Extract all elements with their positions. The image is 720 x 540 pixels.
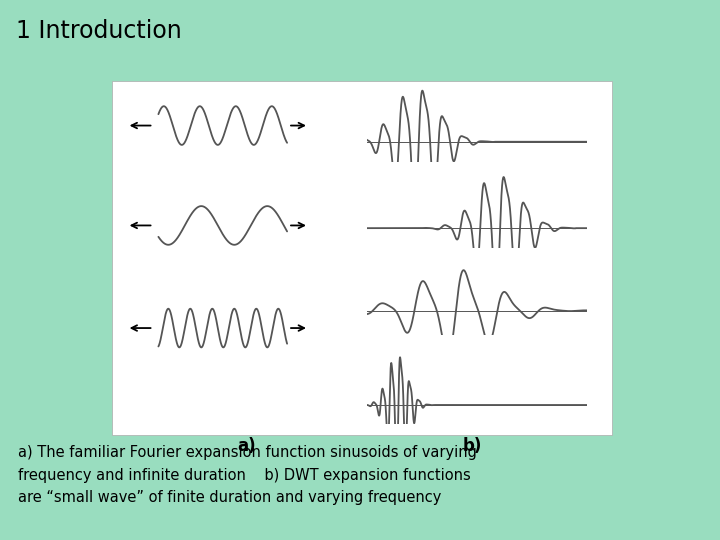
Text: 1 Introduction: 1 Introduction: [16, 19, 181, 43]
Text: a): a): [238, 437, 256, 455]
Text: b): b): [462, 437, 482, 455]
Bar: [112, 81, 612, 435]
Text: a) The familiar Fourier expansion function sinusoids of varying
frequency and in: a) The familiar Fourier expansion functi…: [18, 446, 477, 505]
